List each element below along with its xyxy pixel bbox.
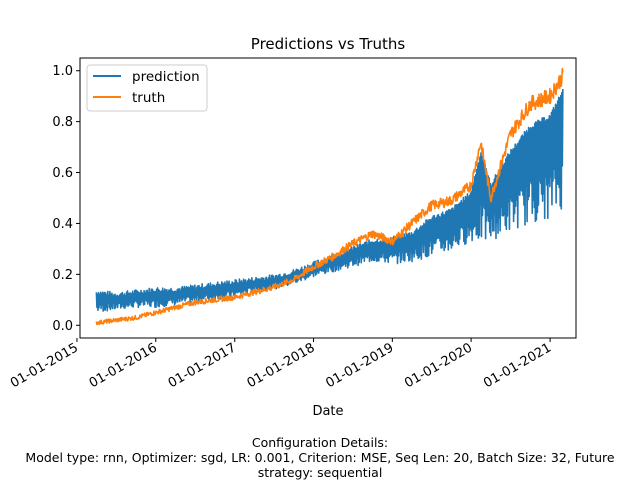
y-tick-label: 0.0: [52, 319, 73, 334]
x-axis: 01-01-2015 01-01-2016 01-01-2017 01-01-2018…: [8, 338, 554, 391]
series-truth-line: [95, 67, 564, 326]
x-tick-label: 01-01-2016: [87, 340, 160, 391]
footer-line-2: Model type: rnn, Optimizer: sgd, LR: 0.0…: [25, 450, 615, 465]
legend: prediction truth: [86, 64, 208, 112]
legend-label-prediction: prediction: [132, 69, 200, 85]
x-tick-label: 01-01-2020: [402, 340, 475, 391]
footer-line-1: Configuration Details:: [251, 435, 389, 450]
x-tick-label: 01-01-2015: [8, 340, 81, 391]
x-tick-label: 01-01-2018: [245, 340, 318, 391]
y-tick-label: 0.4: [52, 217, 73, 232]
chart-title: Predictions vs Truths: [251, 35, 406, 53]
plot-frame: [79, 57, 577, 339]
x-tick-label: 01-01-2017: [166, 340, 239, 391]
series-prediction-line: [95, 89, 564, 312]
x-axis-label: Date: [312, 404, 343, 419]
y-tick-label: 0.6: [52, 166, 73, 181]
x-tick-label: 01-01-2021: [481, 340, 554, 391]
footer-line-3: strategy: sequential: [257, 465, 383, 480]
legend-label-truth: truth: [132, 90, 165, 106]
configuration-details: Configuration Details: Model type: rnn, …: [0, 435, 640, 480]
y-axis: 0.0 0.2 0.4 0.6 0.8 1.0: [52, 64, 80, 334]
y-tick-label: 0.2: [52, 268, 73, 283]
x-tick-label: 01-01-2019: [323, 340, 396, 391]
plot-lines: [95, 67, 564, 326]
y-tick-label: 0.8: [52, 115, 73, 130]
y-tick-label: 1.0: [52, 64, 73, 79]
